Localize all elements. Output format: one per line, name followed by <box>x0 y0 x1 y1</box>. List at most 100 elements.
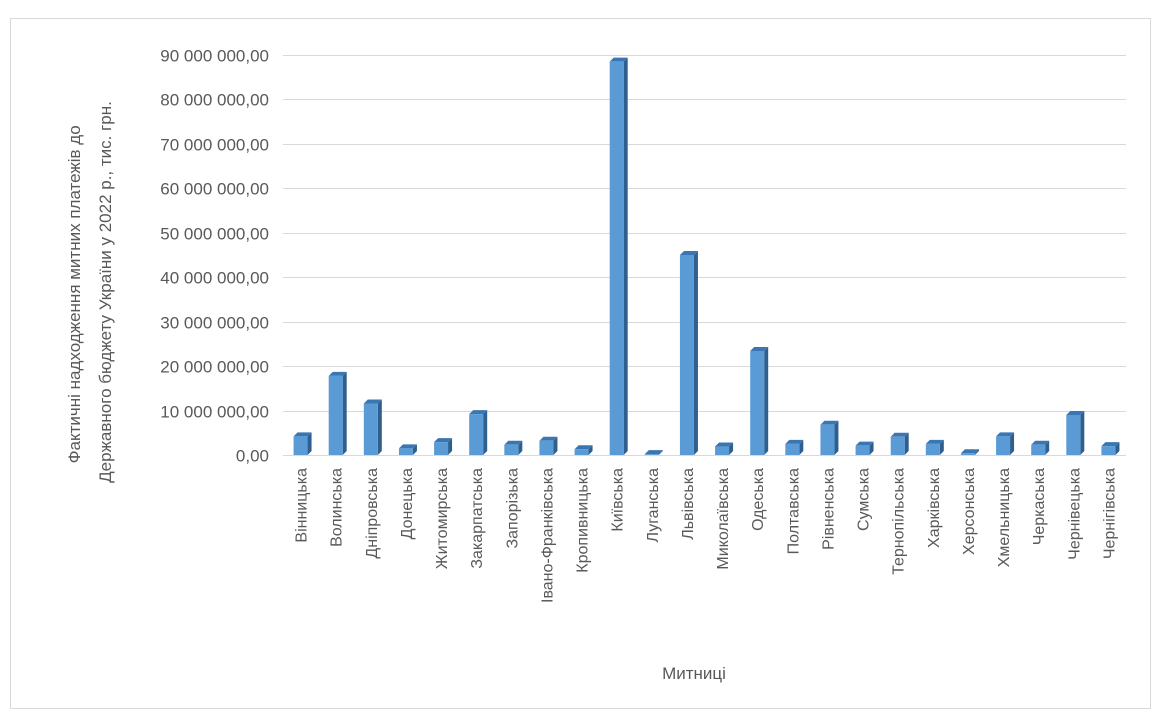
bar-side <box>658 450 663 455</box>
x-tick-label: Чернігівська <box>1101 468 1118 559</box>
y-axis-label: Фактичні надходження митних платежів до … <box>65 101 115 483</box>
bar <box>1031 440 1050 455</box>
x-tick-label: Черкаська <box>1031 468 1048 545</box>
bar-top <box>785 439 804 444</box>
bar-front <box>434 442 449 455</box>
bar-top <box>715 442 734 447</box>
bar-top <box>1101 442 1120 447</box>
bar-front <box>644 454 659 455</box>
y-axis-label-line-1: Фактичні надходження митних платежів до <box>65 125 84 463</box>
bar-front <box>574 449 589 455</box>
y-tick-label: 30 000 000,00 <box>160 314 269 333</box>
bar-side <box>693 251 698 455</box>
bar-top <box>539 436 558 441</box>
bar-side <box>1115 442 1120 455</box>
bar-front <box>363 403 378 455</box>
bar-side <box>974 449 979 455</box>
x-tick-label: Херсонська <box>961 468 978 555</box>
x-tick-label: Кропивницька <box>575 468 592 573</box>
bar-front <box>328 375 343 455</box>
y-tick-label: 40 000 000,00 <box>160 269 269 288</box>
chart-border <box>10 18 1151 709</box>
bar <box>504 440 523 455</box>
bar-front <box>960 453 975 455</box>
bar-front <box>820 424 835 455</box>
bar-front <box>1031 444 1046 455</box>
bar <box>609 57 628 456</box>
bar-top <box>293 432 312 437</box>
bar-top <box>504 440 523 445</box>
y-axis-label-line-2: Державного бюджету України у 2022 р., ти… <box>96 101 115 483</box>
bar <box>890 432 909 455</box>
bar-side <box>377 399 382 455</box>
bar-front <box>996 436 1011 455</box>
bar-top <box>890 432 909 437</box>
x-tick-label: Дніпровська <box>364 468 381 559</box>
bar <box>469 410 488 455</box>
bar-top <box>574 445 593 450</box>
bar <box>1101 442 1120 455</box>
bar <box>328 371 347 455</box>
y-tick-label: 20 000 000,00 <box>160 358 269 377</box>
x-tick-label: Сумська <box>856 468 873 531</box>
bar <box>293 432 312 455</box>
x-tick-label: Житомирська <box>434 468 451 569</box>
x-tick-label: Закарпатська <box>469 468 486 569</box>
bar-side <box>412 444 417 455</box>
bar-front <box>1066 415 1081 455</box>
bar-front <box>890 436 905 455</box>
bar-top <box>820 420 839 425</box>
bar-front <box>925 443 940 455</box>
x-tick-label: Миколаївська <box>715 468 732 570</box>
bar-side <box>904 432 909 455</box>
bar <box>398 444 417 455</box>
y-tick-label: 70 000 000,00 <box>160 136 269 155</box>
bar-top <box>925 439 944 444</box>
bar-front <box>293 436 308 455</box>
bar <box>855 441 874 455</box>
bar-top <box>609 57 628 62</box>
bar-top <box>996 432 1015 437</box>
x-tick-label: Хмельницька <box>996 468 1013 567</box>
y-tick-label: 50 000 000,00 <box>160 225 269 244</box>
bar-front <box>609 61 624 456</box>
bar <box>925 439 944 455</box>
bar-side <box>588 445 593 455</box>
x-tick-label: Харківська <box>926 468 943 548</box>
bar-side <box>342 371 347 455</box>
bar-front <box>469 414 484 455</box>
bar <box>785 439 804 455</box>
x-tick-label: Донецька <box>399 468 416 540</box>
bar <box>820 420 839 455</box>
bar-top <box>1066 411 1085 415</box>
bar-side <box>729 442 734 455</box>
bar-top <box>398 444 417 449</box>
bar-side <box>764 347 769 455</box>
bar-top <box>328 371 347 376</box>
bar-top <box>363 399 382 404</box>
x-axis-label: Митниці <box>662 664 726 683</box>
bar <box>363 399 382 455</box>
x-tick-label: Тернопільська <box>891 468 908 575</box>
x-tick-label: Полтавська <box>785 468 802 554</box>
bar <box>715 442 734 455</box>
x-tick-label: Чернівецька <box>1066 468 1083 560</box>
bar-front <box>679 255 694 455</box>
bar <box>750 347 769 455</box>
bar-front <box>398 448 413 455</box>
bar-top <box>750 347 769 351</box>
bar-side <box>1080 411 1085 455</box>
x-tick-label: Луганська <box>645 468 662 543</box>
bar-side <box>483 410 488 455</box>
bar-side <box>1010 432 1015 455</box>
bar-front <box>504 444 519 455</box>
x-tick-label: Київська <box>610 468 627 532</box>
y-tick-label: 90 000 000,00 <box>160 47 269 66</box>
bar-side <box>1045 440 1050 455</box>
bar <box>644 450 663 455</box>
x-tick-label: Запорізька <box>504 468 521 549</box>
bar-front <box>855 445 870 455</box>
bar <box>1066 411 1085 455</box>
bar-front <box>750 351 765 455</box>
